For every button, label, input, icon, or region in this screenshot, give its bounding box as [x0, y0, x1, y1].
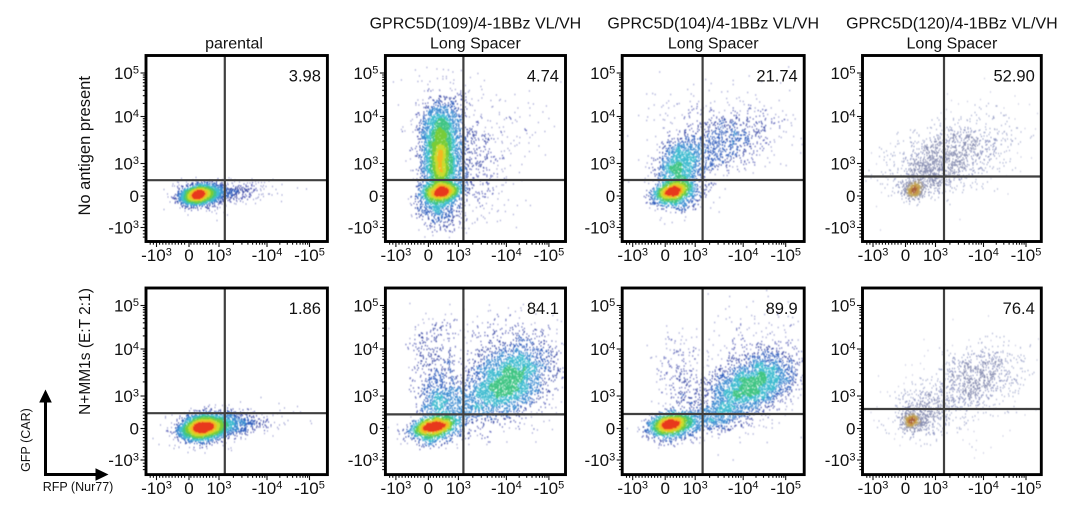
svg-text:-103: -103 — [858, 246, 889, 265]
svg-text:-103: -103 — [858, 479, 889, 498]
svg-text:GFP (CAR): GFP (CAR) — [19, 408, 33, 472]
svg-text:104: 104 — [114, 108, 139, 127]
svg-text:0: 0 — [901, 479, 910, 498]
svg-text:104: 104 — [353, 340, 378, 359]
svg-text:-104: -104 — [968, 246, 999, 265]
svg-text:-103: -103 — [617, 246, 648, 265]
svg-text:103: 103 — [114, 155, 139, 174]
svg-text:104: 104 — [114, 340, 139, 359]
svg-text:-105: -105 — [1011, 246, 1042, 265]
svg-text:-104: -104 — [252, 246, 283, 265]
svg-text:-103: -103 — [108, 219, 139, 238]
svg-text:104: 104 — [590, 108, 615, 127]
svg-text:-104: -104 — [491, 246, 522, 265]
svg-text:0: 0 — [660, 479, 669, 498]
svg-text:-104: -104 — [968, 479, 999, 498]
svg-text:0: 0 — [369, 420, 378, 439]
svg-text:3.98: 3.98 — [289, 68, 321, 86]
svg-text:103: 103 — [206, 479, 231, 498]
svg-text:-103: -103 — [381, 246, 412, 265]
svg-text:Long Spacer: Long Spacer — [907, 36, 998, 53]
svg-text:-103: -103 — [141, 246, 172, 265]
svg-text:4.74: 4.74 — [527, 68, 559, 86]
svg-text:1.86: 1.86 — [289, 300, 321, 318]
svg-text:105: 105 — [830, 64, 855, 83]
svg-text:0: 0 — [424, 246, 433, 265]
svg-text:-104: -104 — [491, 479, 522, 498]
svg-text:0: 0 — [846, 420, 855, 439]
svg-text:-105: -105 — [534, 246, 565, 265]
svg-text:103: 103 — [683, 246, 708, 265]
svg-text:N+MM1s (E:T 2:1): N+MM1s (E:T 2:1) — [77, 288, 94, 415]
svg-text:-103: -103 — [348, 219, 379, 238]
svg-text:GPRC5D(120)/4-1BBz VL/VH: GPRC5D(120)/4-1BBz VL/VH — [846, 16, 1058, 33]
svg-text:105: 105 — [590, 297, 615, 316]
svg-text:103: 103 — [446, 246, 471, 265]
svg-text:103: 103 — [590, 387, 615, 406]
svg-text:0: 0 — [424, 479, 433, 498]
svg-text:0: 0 — [660, 246, 669, 265]
svg-text:104: 104 — [590, 340, 615, 359]
svg-text:103: 103 — [353, 155, 378, 174]
svg-text:103: 103 — [923, 246, 948, 265]
svg-text:GPRC5D(104)/4-1BBz VL/VH: GPRC5D(104)/4-1BBz VL/VH — [607, 16, 819, 33]
svg-text:104: 104 — [830, 108, 855, 127]
svg-text:Long Spacer: Long Spacer — [668, 36, 759, 53]
svg-text:105: 105 — [353, 297, 378, 316]
svg-text:-103: -103 — [348, 451, 379, 470]
svg-text:103: 103 — [590, 155, 615, 174]
svg-text:-105: -105 — [770, 246, 801, 265]
svg-text:0: 0 — [369, 187, 378, 206]
svg-text:-103: -103 — [825, 451, 856, 470]
svg-text:103: 103 — [830, 387, 855, 406]
svg-text:-103: -103 — [141, 479, 172, 498]
svg-text:-103: -103 — [381, 479, 412, 498]
svg-text:52.90: 52.90 — [994, 68, 1035, 86]
svg-text:103: 103 — [683, 479, 708, 498]
svg-text:103: 103 — [830, 155, 855, 174]
svg-text:0: 0 — [846, 187, 855, 206]
svg-text:-104: -104 — [728, 246, 759, 265]
svg-text:104: 104 — [353, 108, 378, 127]
svg-text:105: 105 — [353, 64, 378, 83]
svg-text:105: 105 — [590, 64, 615, 83]
svg-text:0: 0 — [606, 187, 615, 206]
svg-text:-103: -103 — [617, 479, 648, 498]
svg-text:Long Spacer: Long Spacer — [430, 36, 521, 53]
svg-text:-103: -103 — [584, 451, 615, 470]
svg-text:-104: -104 — [252, 479, 283, 498]
svg-text:-105: -105 — [294, 246, 325, 265]
svg-text:105: 105 — [114, 297, 139, 316]
svg-text:105: 105 — [114, 64, 139, 83]
svg-text:-104: -104 — [728, 479, 759, 498]
svg-text:103: 103 — [206, 246, 231, 265]
svg-text:105: 105 — [830, 297, 855, 316]
svg-text:76.4: 76.4 — [1003, 300, 1035, 318]
svg-text:No antigen present: No antigen present — [76, 76, 94, 216]
svg-text:89.9: 89.9 — [766, 300, 798, 318]
svg-text:21.74: 21.74 — [756, 68, 797, 86]
svg-text:-103: -103 — [584, 219, 615, 238]
svg-text:0: 0 — [184, 479, 193, 498]
svg-text:-103: -103 — [825, 219, 856, 238]
svg-text:-105: -105 — [770, 479, 801, 498]
svg-text:103: 103 — [923, 479, 948, 498]
svg-text:-105: -105 — [294, 479, 325, 498]
svg-text:0: 0 — [606, 420, 615, 439]
svg-text:-105: -105 — [1011, 479, 1042, 498]
svg-text:104: 104 — [830, 340, 855, 359]
svg-text:103: 103 — [446, 479, 471, 498]
svg-text:103: 103 — [114, 387, 139, 406]
svg-text:parental: parental — [205, 36, 263, 53]
svg-text:84.1: 84.1 — [527, 300, 559, 318]
svg-text:-103: -103 — [108, 451, 139, 470]
svg-text:0: 0 — [184, 246, 193, 265]
svg-text:-105: -105 — [534, 479, 565, 498]
svg-text:0: 0 — [901, 246, 910, 265]
svg-text:0: 0 — [130, 187, 139, 206]
svg-text:103: 103 — [353, 387, 378, 406]
svg-text:0: 0 — [130, 420, 139, 439]
svg-text:RFP (Nur77): RFP (Nur77) — [43, 480, 114, 494]
svg-text:GPRC5D(109)/4-1BBz VL/VH: GPRC5D(109)/4-1BBz VL/VH — [370, 16, 582, 33]
